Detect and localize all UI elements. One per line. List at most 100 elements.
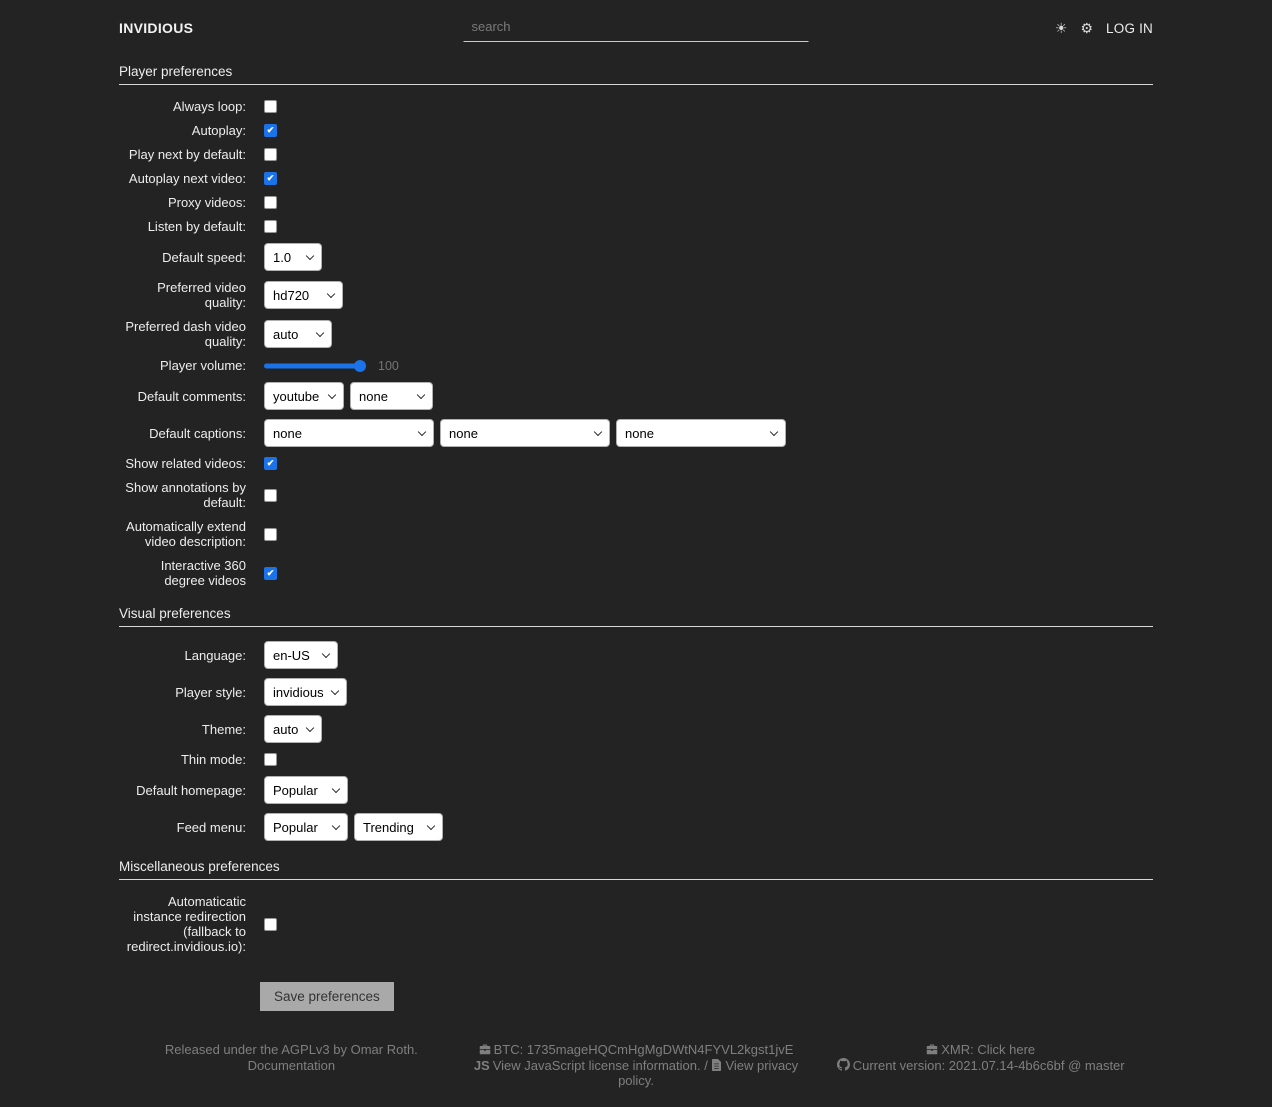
pref-row-auto-redirect: Automaticatic instance redirection (fall… [119, 894, 1153, 954]
log-in-link[interactable]: LOG IN [1106, 20, 1153, 36]
pref-row-show-annotations: Show annotations by default: [119, 480, 1153, 510]
slider-thumb[interactable] [354, 359, 366, 372]
default-homepage-select-wrap: Popular [264, 776, 348, 804]
auto-redirect-label: Automaticatic instance redirection (fall… [126, 894, 246, 954]
player-preferences-title: Player preferences [119, 64, 233, 79]
visual-preferences-title: Visual preferences [119, 606, 231, 621]
always-loop-checkbox[interactable] [264, 100, 277, 113]
thin-mode-checkbox[interactable] [264, 753, 277, 766]
search-box [463, 14, 809, 42]
proxy-videos-label: Proxy videos: [167, 195, 246, 210]
comments-first-select-wrap: youtube [264, 382, 344, 410]
save-preferences-button[interactable]: Save preferences [260, 982, 394, 1011]
default-captions-label: Default captions: [149, 425, 246, 441]
dash-quality-select-wrap: auto [264, 320, 332, 348]
pref-row-thin-mode: Thin mode: [119, 752, 1153, 767]
pref-row-default-comments: Default comments: youtube none [119, 382, 1153, 410]
player-volume-value: 100 [378, 358, 399, 373]
autoplay-checkbox[interactable] [264, 124, 277, 137]
feed-menu-first-select[interactable]: Popular [264, 813, 348, 841]
show-annotations-checkbox[interactable] [264, 488, 277, 502]
player-style-label: Player style: [175, 684, 246, 700]
pref-row-theme: Theme: auto [119, 715, 1153, 743]
default-homepage-label: Default homepage: [136, 782, 246, 798]
theme-select[interactable]: auto [264, 715, 322, 743]
pref-row-listen-default: Listen by default: [119, 219, 1153, 234]
version-text: Current version: 2021.07.14-4b6c6bf @ ma… [852, 1057, 1125, 1073]
pref-row-default-homepage: Default homepage: Popular [119, 776, 1153, 804]
player-style-select[interactable]: invidious [264, 678, 347, 706]
proxy-videos-checkbox[interactable] [264, 196, 277, 209]
pref-row-feed-menu: Feed menu: Popular Trending [119, 813, 1153, 841]
captions-first-select[interactable]: none [264, 419, 434, 447]
pref-row-player-volume: Player volume: 100 [119, 358, 1153, 373]
pref-row-video-quality: Preferred video quality: hd720 [119, 280, 1153, 310]
show-related-label: Show related videos: [125, 456, 246, 471]
extend-description-label: Automatically extend video description: [126, 519, 246, 549]
default-homepage-select[interactable]: Popular [264, 776, 348, 804]
default-speed-select-wrap: 1.0 [264, 243, 322, 271]
feed-menu-first-select-wrap: Popular [264, 813, 348, 841]
language-label: Language: [184, 647, 246, 663]
pref-row-extend-description: Automatically extend video description: [119, 519, 1153, 549]
video-quality-label: Preferred video quality: [157, 280, 246, 310]
sun-icon[interactable]: ☀ [1054, 20, 1068, 36]
footer: Released under the AGPLv3 by Omar Roth. … [119, 1042, 1153, 1107]
video-quality-select[interactable]: hd720 [264, 281, 343, 309]
language-select-wrap: en-US [264, 641, 338, 669]
pref-row-language: Language: en-US [119, 641, 1153, 669]
extend-description-checkbox[interactable] [264, 527, 277, 541]
top-navigation-bar: INVIDIOUS ☀ ⚙ LOG IN [119, 0, 1153, 46]
language-select[interactable]: en-US [264, 641, 338, 669]
captions-third-select[interactable]: none [616, 419, 786, 447]
search-input[interactable] [463, 14, 809, 42]
section-divider [119, 626, 1153, 627]
thin-mode-label: Thin mode: [180, 752, 246, 767]
pref-row-default-captions: Default captions: none none none [119, 419, 1153, 447]
feed-menu-second-select[interactable]: Trending [354, 813, 443, 841]
show-related-checkbox[interactable] [264, 457, 277, 470]
listen-default-checkbox[interactable] [264, 220, 277, 233]
xmr-link[interactable]: Click here [977, 1042, 1036, 1057]
captions-second-select[interactable]: none [440, 419, 610, 447]
player-volume-slider[interactable] [264, 359, 366, 372]
listen-default-label: Listen by default: [147, 219, 246, 234]
js-icon: JS [473, 1057, 490, 1073]
github-icon [836, 1057, 850, 1071]
captions-second-select-wrap: none [440, 419, 610, 447]
js-license-link[interactable]: View JavaScript license information. [492, 1057, 701, 1073]
section-divider [119, 879, 1153, 880]
default-comments-label: Default comments: [137, 388, 246, 404]
app-logo[interactable]: INVIDIOUS [119, 20, 194, 36]
default-speed-label: Default speed: [162, 249, 246, 265]
pref-row-proxy-videos: Proxy videos: [119, 195, 1153, 210]
topbar-actions: ☀ ⚙ LOG IN [1055, 21, 1153, 36]
captions-first-select-wrap: none [264, 419, 434, 447]
misc-preferences-title: Miscellaneous preferences [119, 859, 280, 874]
autoplay-next-label: Autoplay next video: [128, 171, 246, 186]
interactive-360-checkbox[interactable] [264, 566, 277, 580]
pref-row-show-related: Show related videos: [119, 456, 1153, 471]
btc-icon [479, 1044, 490, 1055]
xmr-label: XMR: [941, 1042, 978, 1057]
video-quality-select-wrap: hd720 [264, 281, 343, 309]
dash-quality-select[interactable]: auto [264, 320, 332, 348]
comments-first-select[interactable]: youtube [264, 382, 344, 410]
pref-row-always-loop: Always loop: [119, 99, 1153, 114]
play-next-checkbox[interactable] [264, 148, 277, 161]
gear-icon[interactable]: ⚙ [1080, 20, 1094, 36]
footer-middle-column: BTC: 1735mageHQCmHgMgDWtN4FYVL2kgst1jvE … [464, 1042, 809, 1089]
player-style-select-wrap: invidious [264, 678, 347, 706]
default-captions-controls: none none none [264, 419, 786, 447]
documentation-link[interactable]: Documentation [247, 1057, 336, 1073]
feed-menu-second-select-wrap: Trending [354, 813, 443, 841]
default-speed-select[interactable]: 1.0 [264, 243, 322, 271]
autoplay-next-checkbox[interactable] [264, 172, 277, 185]
comments-fallback-select-wrap: none [350, 382, 433, 410]
section-divider [119, 84, 1153, 85]
auto-redirect-checkbox[interactable] [264, 917, 277, 931]
play-next-label: Play next by default: [128, 147, 246, 162]
interactive-360-label: Interactive 360 degree videos [160, 558, 246, 588]
comments-fallback-select[interactable]: none [350, 382, 433, 410]
privacy-file-icon [712, 1058, 722, 1071]
